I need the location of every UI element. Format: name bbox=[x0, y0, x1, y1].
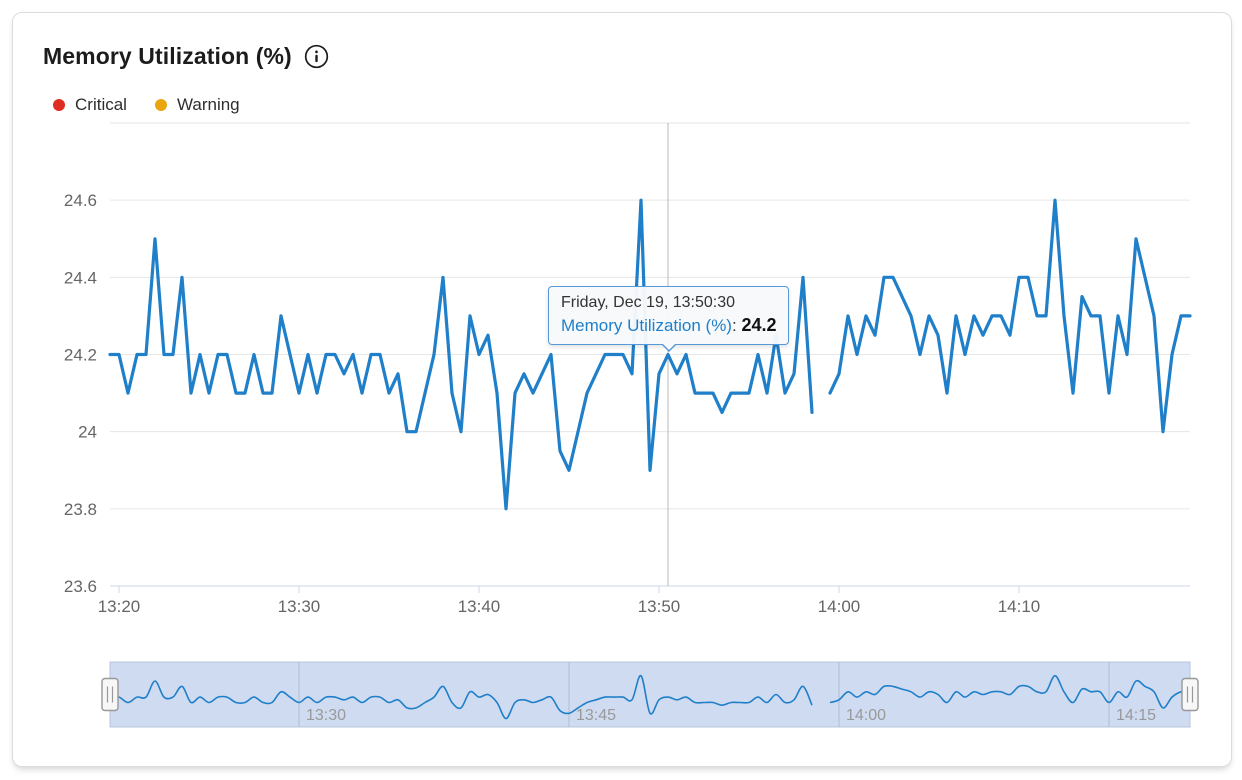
chart-card: Memory Utilization (%) Critical Warning bbox=[12, 12, 1232, 767]
navigator-axis-label: 13:45 bbox=[576, 707, 616, 724]
series-line bbox=[108, 198, 814, 511]
tooltip-separator: : bbox=[731, 316, 742, 335]
plot-area[interactable] bbox=[110, 123, 1190, 586]
x-axis-label: 13:30 bbox=[278, 597, 321, 616]
y-axis-label: 23.8 bbox=[64, 500, 97, 519]
x-axis-label: 13:20 bbox=[98, 597, 141, 616]
navigator-axis-label: 14:00 bbox=[846, 707, 886, 724]
series-line bbox=[828, 198, 1192, 434]
navigator-line bbox=[829, 674, 1191, 709]
tooltip-value: 24.2 bbox=[741, 315, 777, 335]
card-header: Memory Utilization (%) bbox=[43, 43, 329, 70]
legend-label-critical: Critical bbox=[75, 95, 127, 114]
y-axis-label: 24 bbox=[78, 423, 97, 442]
navigator-handle-right[interactable] bbox=[1181, 677, 1199, 712]
y-axis-label: 24.4 bbox=[64, 268, 97, 287]
tooltip-series-name: Memory Utilization (%) bbox=[561, 316, 732, 335]
y-axis-label: 24.6 bbox=[64, 191, 97, 210]
navigator-mask[interactable] bbox=[109, 661, 1191, 728]
tooltip-arrow-fill bbox=[662, 343, 676, 350]
legend: Critical Warning bbox=[53, 95, 240, 115]
chart-title: Memory Utilization (%) bbox=[43, 43, 292, 69]
navigator-axis-label: 14:15 bbox=[1116, 707, 1156, 724]
x-axis-label: 13:50 bbox=[638, 597, 681, 616]
x-axis-label: 13:40 bbox=[458, 597, 501, 616]
x-axis-label: 14:10 bbox=[998, 597, 1041, 616]
tooltip-series-line: Memory Utilization (%): 24.2 bbox=[561, 315, 776, 336]
navigator-handle-left[interactable] bbox=[101, 677, 119, 712]
tooltip-date: Friday, Dec 19, 13:50:30 bbox=[561, 294, 736, 311]
legend-item-warning[interactable]: Warning bbox=[154, 95, 240, 115]
legend-item-critical[interactable]: Critical bbox=[53, 95, 127, 115]
y-axis-label: 24.2 bbox=[64, 346, 97, 365]
x-axis-label: 14:00 bbox=[818, 597, 861, 616]
warning-dot-icon bbox=[154, 99, 167, 111]
info-icon[interactable] bbox=[304, 44, 329, 69]
critical-dot-icon bbox=[53, 99, 65, 111]
navigator-axis-label: 13:30 bbox=[306, 707, 346, 724]
y-axis-label: 23.6 bbox=[64, 577, 97, 596]
chart-tooltip: Friday, Dec 19, 13:50:30 Memory Utilizat… bbox=[548, 286, 790, 352]
navigator-line bbox=[109, 674, 813, 720]
legend-label-warning: Warning bbox=[176, 95, 240, 114]
